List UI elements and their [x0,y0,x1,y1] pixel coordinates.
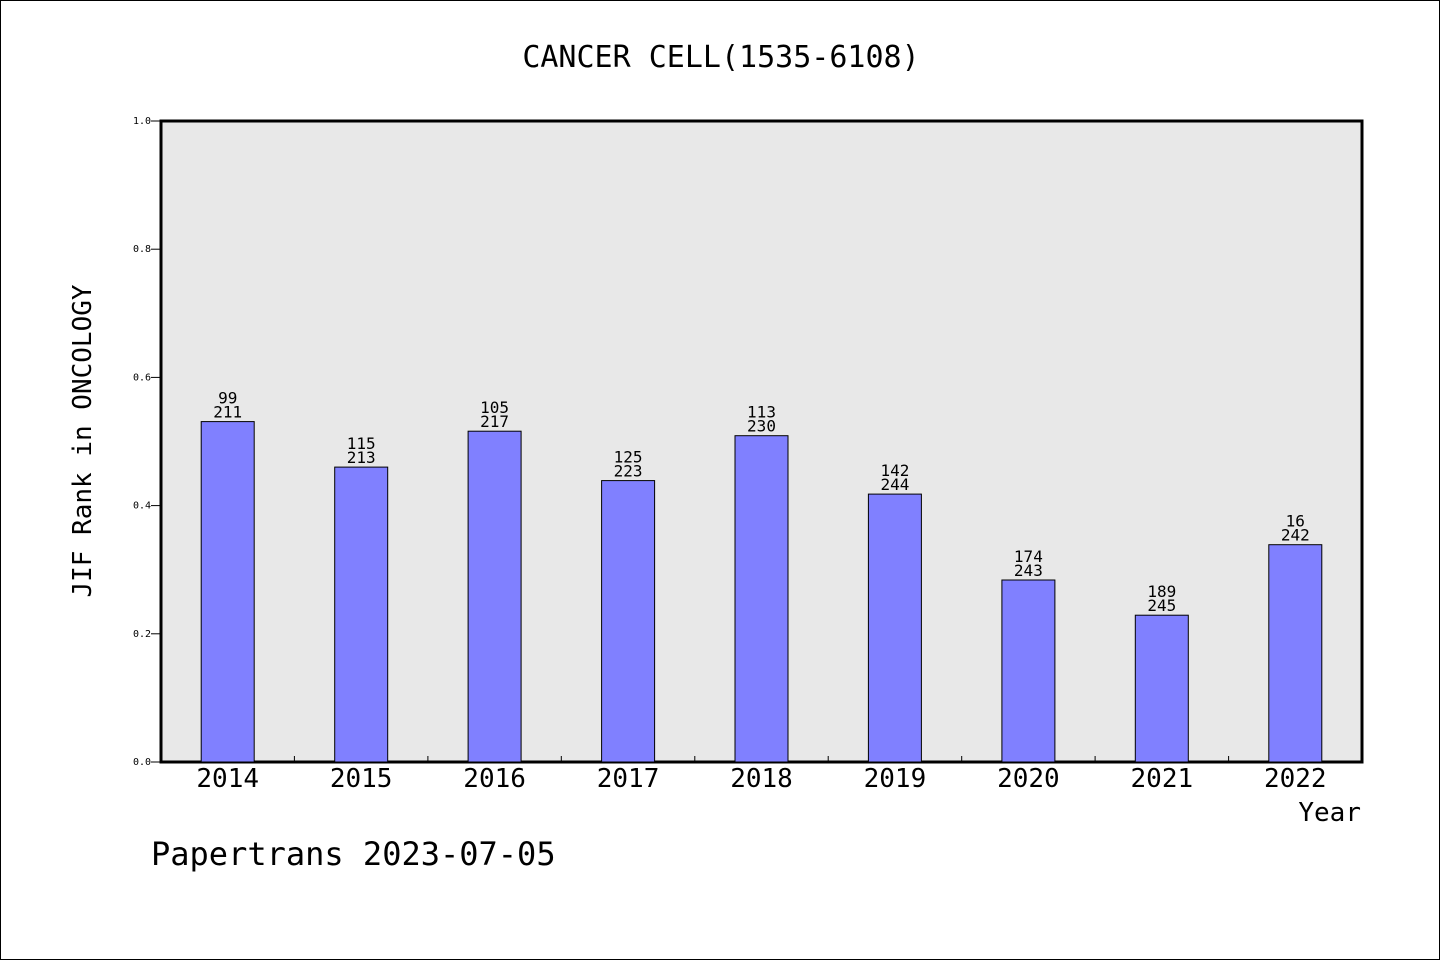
data-label-rank-2020: 174 [1014,547,1043,566]
data-label-total-2015: 213 [347,448,376,467]
x-tick-label-2016: 2016 [463,764,526,794]
y-tick-label-0.8: 0.8 [133,244,151,255]
data-label-total-2019: 244 [880,475,909,494]
bar-2020 [1001,579,1056,763]
data-label-rank-2021: 189 [1147,582,1176,601]
data-label-total-2016: 217 [480,412,509,431]
x-axis: 2014 2015 2016 2017 2018 2019 2020 2021 2022 [196,756,1327,794]
bar-2017 [601,480,656,763]
data-label-rank-2019: 142 [880,461,909,480]
data-label-total-2021: 245 [1147,596,1176,615]
data-label-total-2017: 223 [614,462,643,481]
y-tick-label-0.6: 0.6 [133,372,151,383]
y-tick-label-0.4: 0.4 [133,501,151,512]
data-label-rank-2014: 99 [218,389,237,408]
y-tick-label-1.0: 1.0 [133,116,151,127]
bar-2018 [734,435,789,763]
bar-2021 [1134,614,1189,763]
x-tick-label-2022: 2022 [1264,764,1327,794]
x-tick-label-2020: 2020 [997,764,1060,794]
data-label-rank-2017: 125 [614,448,643,467]
data-labels-layer: 9921111521310521712522311323014224417424… [213,389,1309,616]
bars-layer [200,421,1323,763]
bar-2019 [867,493,922,763]
y-axis: 0.0 0.2 0.4 0.6 0.8 1.0 [133,116,161,768]
data-label-total-2014: 211 [213,403,242,422]
x-tick-label-2014: 2014 [196,764,259,794]
data-label-rank-2016: 105 [480,398,509,417]
y-tick-label-0.0: 0.0 [133,757,151,768]
x-tick-label-2019: 2019 [864,764,927,794]
data-label-rank-2022: 16 [1286,512,1305,531]
bar-2014 [200,421,255,763]
data-label-rank-2015: 115 [347,434,376,453]
y-axis-label: JIF Rank in ONCOLOGY [68,284,98,597]
data-label-total-2022: 242 [1281,526,1310,545]
x-tick-label-2018: 2018 [730,764,793,794]
data-label-total-2018: 230 [747,417,776,436]
x-tick-label-2021: 2021 [1131,764,1194,794]
x-tick-label-2017: 2017 [597,764,660,794]
data-label-rank-2018: 113 [747,403,776,422]
bar-2016 [467,430,522,763]
y-tick-label-0.2: 0.2 [133,629,151,640]
footer-text: Papertrans 2023-07-05 [151,835,556,873]
bar-2022 [1268,544,1323,763]
bar-2015 [334,466,389,763]
data-label-total-2020: 243 [1014,561,1043,580]
x-tick-label-2015: 2015 [330,764,393,794]
chart-title: CANCER CELL(1535-6108) [522,40,919,75]
x-axis-label: Year [1298,798,1361,828]
